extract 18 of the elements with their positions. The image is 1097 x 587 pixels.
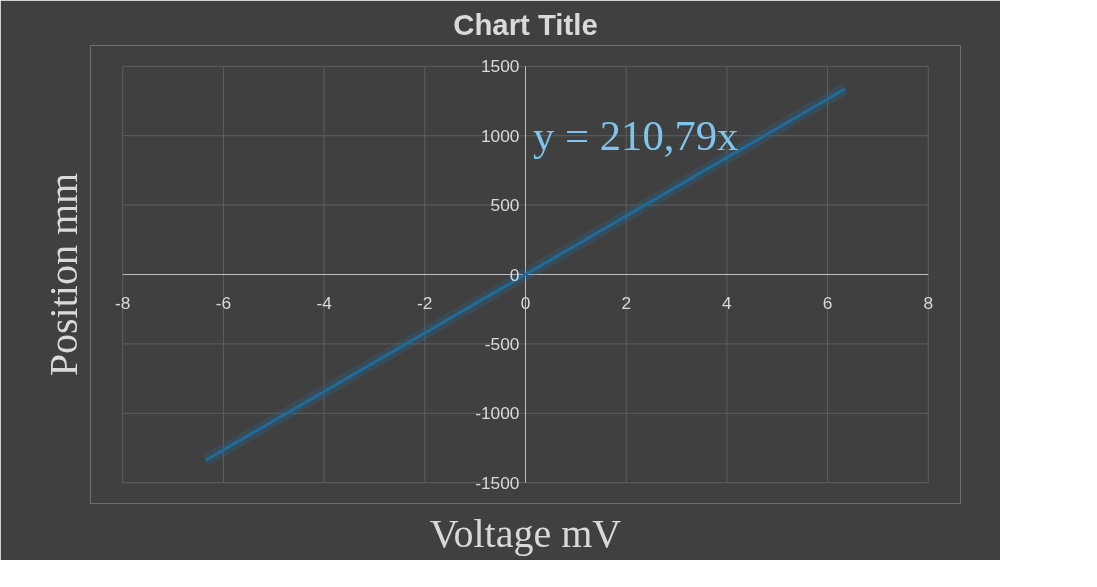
- x-axis-title: Voltage mV: [429, 510, 622, 556]
- x-tick-label: -6: [215, 292, 232, 313]
- y-tick-label: -500: [484, 333, 520, 354]
- x-tick-label: 2: [621, 292, 632, 313]
- y-tick-label: 500: [490, 195, 520, 216]
- x-tick-label: -8: [115, 292, 131, 313]
- y-axis-title: Position mm: [40, 172, 86, 377]
- x-tick-label: 6: [822, 292, 833, 313]
- y-tick-label: 1000: [480, 125, 520, 146]
- y-tick-label: -1000: [475, 403, 520, 424]
- annotation: y = 210,79x: [533, 112, 739, 160]
- y-tick-label: 1500: [480, 56, 520, 77]
- x-tick-label: 8: [923, 292, 934, 313]
- x-tick-label: -2: [417, 292, 433, 313]
- y-tick-label: -1500: [475, 472, 520, 493]
- chart-title: Chart Title: [453, 7, 598, 41]
- x-tick-label: 4: [722, 292, 733, 313]
- x-tick-label: -4: [316, 292, 333, 313]
